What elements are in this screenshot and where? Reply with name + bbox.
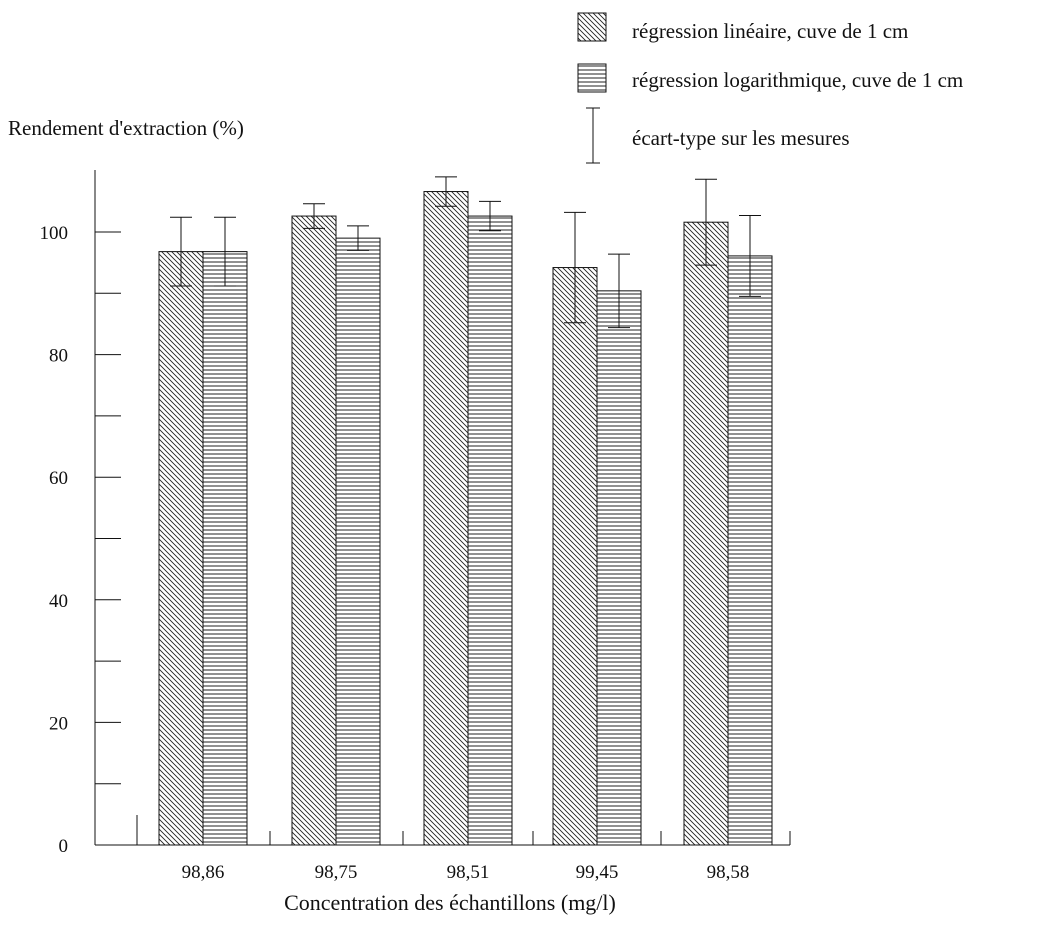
error-bar-log-2	[479, 200, 501, 232]
error-bar-log-3	[608, 253, 630, 329]
legend-label-log: régression logarithmique, cuve de 1 cm	[632, 68, 963, 92]
legend-swatch-log	[577, 63, 607, 93]
error-bar-linear-2	[435, 176, 457, 207]
x-axis-title: Concentration des échantillons (mg/l)	[284, 890, 616, 915]
y-tick-label: 80	[49, 346, 68, 367]
x-tick-label: 98,51	[447, 862, 490, 883]
x-axis-tick-labels: 98,86 98,75 98,51 99,45 98,58	[182, 862, 750, 883]
legend-swatch-linear	[577, 12, 607, 42]
legend-item-linear: régression linéaire, cuve de 1 cm	[577, 12, 908, 43]
bar-log-3	[596, 290, 642, 846]
legend: régression linéaire, cuve de 1 cm régres…	[577, 12, 963, 164]
error-bar-linear-3	[564, 211, 586, 324]
bar-linear-0	[158, 251, 204, 846]
legend-item-log: régression logarithmique, cuve de 1 cm	[577, 63, 963, 93]
y-axis-title: Rendement d'extraction (%)	[8, 116, 244, 140]
error-bar-linear-4	[695, 178, 717, 266]
y-axis-ticks: 0 20 40 60 80 100	[40, 223, 121, 857]
legend-label-linear: régression linéaire, cuve de 1 cm	[632, 19, 908, 43]
x-tick-label: 98,58	[707, 862, 750, 883]
error-bar-linear-1	[303, 203, 325, 229]
error-bar-log-0	[214, 216, 236, 287]
y-tick-label: 100	[40, 223, 69, 244]
y-tick-label: 60	[49, 468, 68, 489]
error-bar-log-1	[347, 225, 369, 251]
bar-log-0	[202, 251, 248, 846]
y-tick-label: 0	[59, 836, 69, 857]
bar-log-4	[727, 255, 773, 846]
bar-log-1	[335, 237, 381, 846]
error-bars	[170, 176, 761, 329]
bar-linear-2	[423, 191, 469, 846]
bar-linear-3	[552, 267, 598, 846]
x-tick-label: 98,86	[182, 862, 225, 883]
bar-linear-4	[683, 221, 729, 846]
legend-errorbar-icon	[586, 107, 600, 164]
y-tick-label: 20	[49, 713, 68, 734]
bar-linear-1	[291, 215, 337, 846]
legend-label-errorbar: écart-type sur les mesures	[632, 126, 850, 150]
error-bar-linear-0	[170, 216, 192, 287]
y-tick-label: 40	[49, 591, 68, 612]
bars	[158, 191, 773, 846]
legend-item-errorbar: écart-type sur les mesures	[586, 107, 850, 164]
error-bar-log-4	[739, 214, 761, 297]
bar-log-2	[467, 215, 513, 846]
x-tick-label: 98,75	[315, 862, 358, 883]
x-tick-label: 99,45	[576, 862, 619, 883]
